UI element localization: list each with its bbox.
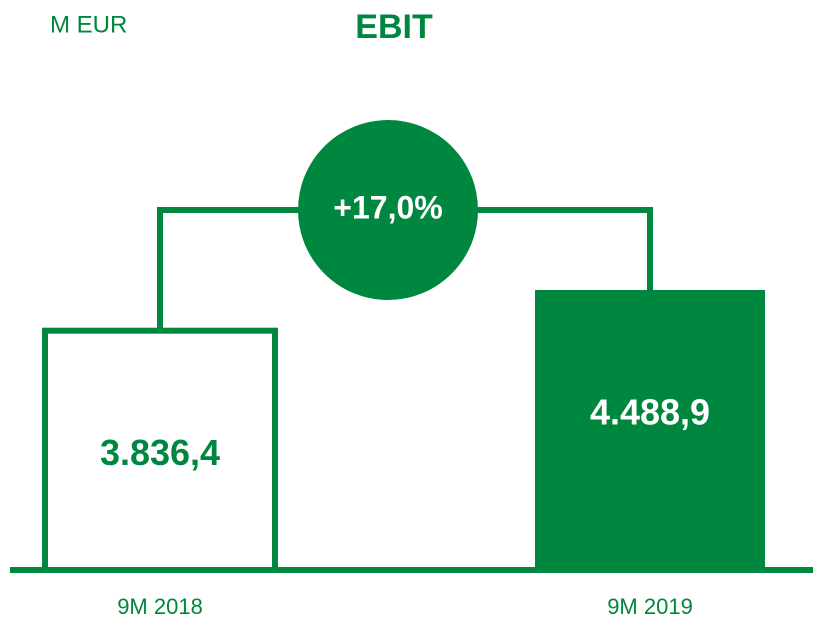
x-tick-label: 9M 2019 — [607, 594, 693, 619]
value-label: 4.488,9 — [590, 392, 710, 433]
bar — [535, 290, 765, 570]
x-tick-label: 9M 2018 — [117, 594, 203, 619]
change-badge — [298, 120, 478, 300]
unit-label: M EUR — [50, 11, 127, 38]
value-label: 3.836,4 — [100, 432, 220, 473]
chart-title: EBIT — [355, 8, 433, 46]
change-label: +17,0% — [333, 189, 442, 225]
